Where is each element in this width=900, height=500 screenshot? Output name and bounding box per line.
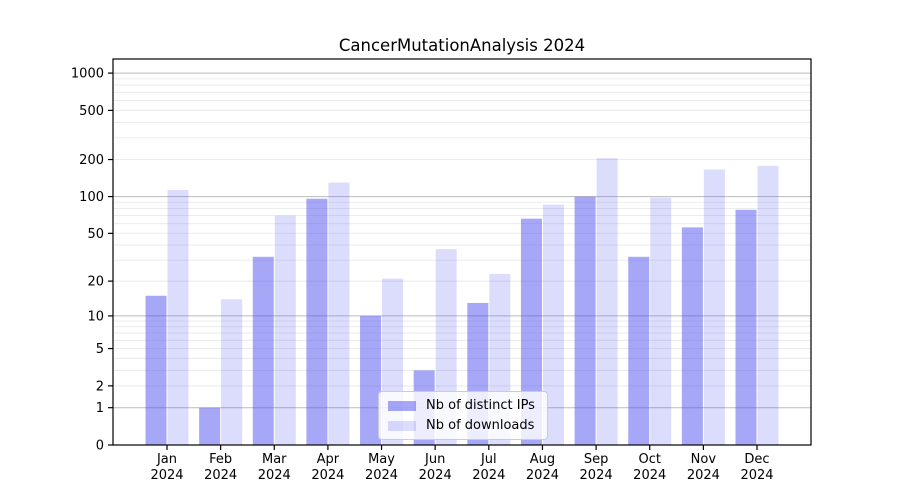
x-tick-label-sep: Sep 2024 xyxy=(580,452,613,483)
y-tick-label-2: 2 xyxy=(96,379,104,394)
x-tick-label-may: May 2024 xyxy=(365,452,398,483)
legend-item-downloads: Nb of downloads xyxy=(388,418,538,433)
bar-downloads-mar xyxy=(274,215,296,445)
bar-distinct-ips-mar xyxy=(252,256,274,445)
y-tick-label-0: 0 xyxy=(96,439,104,454)
bar-downloads-aug xyxy=(542,204,564,445)
x-tick-label-aug: Aug 2024 xyxy=(526,452,559,483)
x-tick-label-mar: Mar 2024 xyxy=(258,452,291,483)
legend: Nb of distinct IPs Nb of downloads xyxy=(378,391,548,440)
x-tick-label-jan: Jan 2024 xyxy=(150,452,183,483)
legend-swatch-distinct-ips-icon xyxy=(388,400,416,411)
bar-distinct-ips-sep xyxy=(574,196,596,445)
bar-downloads-oct xyxy=(650,197,672,445)
y-tick-label-1: 1 xyxy=(96,401,104,416)
bar-downloads-sep xyxy=(596,158,618,445)
bar-downloads-feb xyxy=(221,299,243,445)
bar-distinct-ips-oct xyxy=(628,256,650,445)
x-tick-label-nov: Nov 2024 xyxy=(687,452,720,483)
y-tick-label-20: 20 xyxy=(87,275,104,290)
legend-label-downloads: Nb of downloads xyxy=(426,418,535,433)
plot-frame xyxy=(112,58,812,446)
y-tick-label-500: 500 xyxy=(79,104,104,119)
y-tick-label-10: 10 xyxy=(87,309,104,324)
y-tick-label-1000: 1000 xyxy=(71,67,104,82)
bar-downloads-nov xyxy=(703,169,725,445)
y-tick-label-50: 50 xyxy=(87,227,104,242)
bar-distinct-ips-may xyxy=(360,315,382,445)
x-tick-label-jul: Jul 2024 xyxy=(472,452,505,483)
x-tick-label-apr: Apr 2024 xyxy=(311,452,344,483)
bar-distinct-ips-jan xyxy=(145,295,167,445)
bar-distinct-ips-nov xyxy=(681,227,703,445)
bar-distinct-ips-dec xyxy=(735,209,757,445)
y-tick-label-200: 200 xyxy=(79,153,104,168)
bar-downloads-dec xyxy=(757,165,779,446)
chart-title: CancerMutationAnalysis 2024 xyxy=(338,36,586,55)
y-tick-label-5: 5 xyxy=(96,342,104,357)
x-tick-label-feb: Feb 2024 xyxy=(204,452,237,483)
bar-distinct-ips-feb xyxy=(199,407,221,445)
legend-label-distinct-ips: Nb of distinct IPs xyxy=(426,398,535,413)
bar-distinct-ips-aug xyxy=(520,218,542,445)
x-tick-label-oct: Oct 2024 xyxy=(633,452,666,483)
x-tick-label-jun: Jun 2024 xyxy=(419,452,452,483)
legend-item-distinct-ips: Nb of distinct IPs xyxy=(388,398,538,413)
x-tick-label-dec: Dec 2024 xyxy=(740,452,773,483)
legend-swatch-downloads-icon xyxy=(388,420,416,431)
y-tick-label-100: 100 xyxy=(79,190,104,205)
bar-downloads-apr xyxy=(328,182,350,445)
bar-downloads-jan xyxy=(167,190,189,445)
bar-distinct-ips-apr xyxy=(306,198,328,445)
